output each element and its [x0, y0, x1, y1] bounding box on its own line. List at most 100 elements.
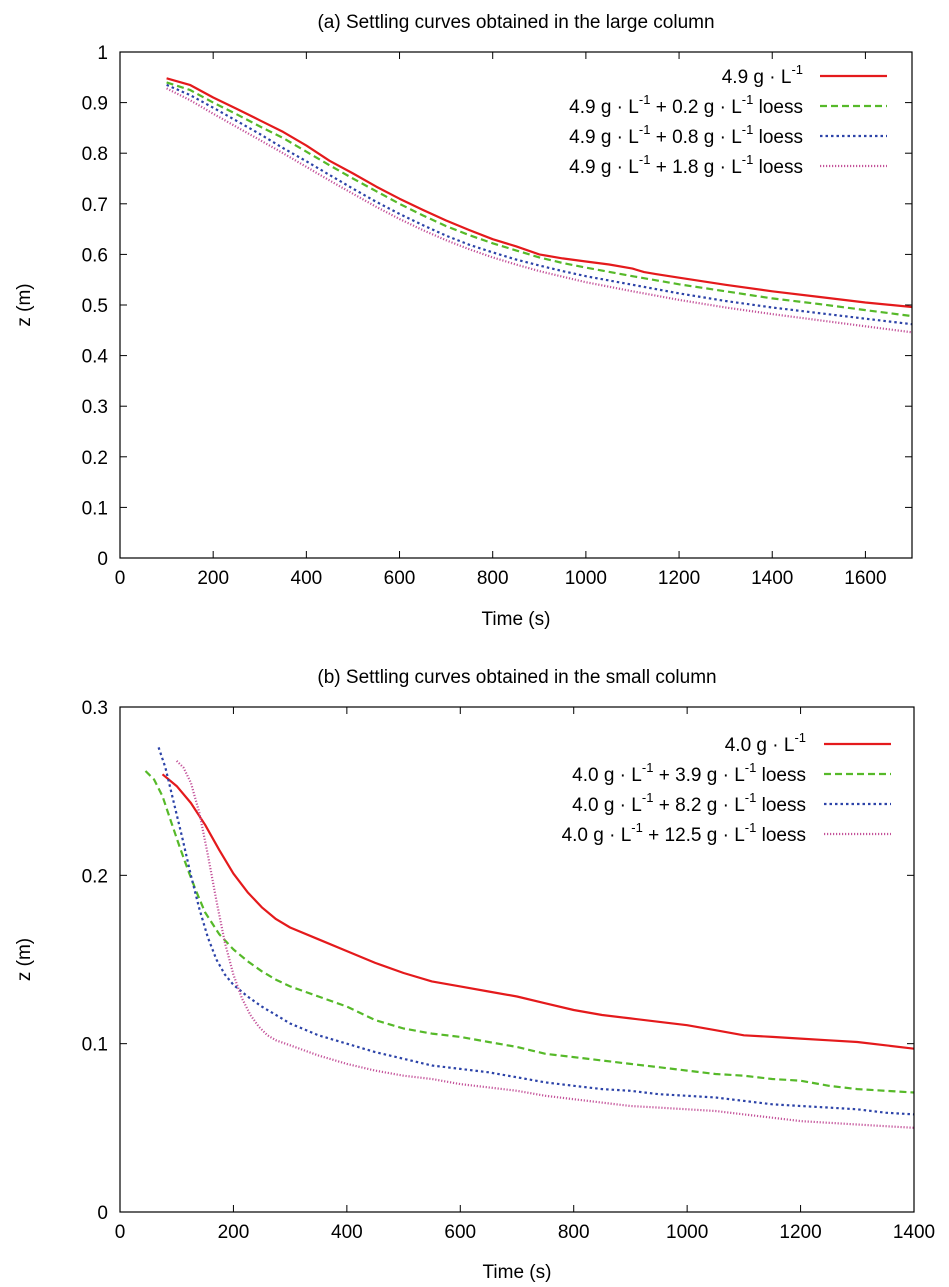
chart-small-column: (b) Settling curves obtained in the smal… [14, 667, 935, 1283]
y-tick-label: 0.7 [82, 195, 108, 216]
series-line-4 [166, 87, 912, 334]
legend-entry-3: 4.0 g · L-1 + 8.2 g · L-1 loess [572, 790, 891, 816]
x-tick-label: 1600 [844, 568, 886, 589]
legend-text-part: + 0.2 g · L [650, 97, 741, 118]
legend-text-part: + 8.2 g · L [653, 795, 744, 816]
legend-entry-1: 4.9 g · L-1 [722, 62, 887, 88]
legend-label: 4.9 g · L-1 [722, 62, 803, 88]
legend-text-part: 4.0 g · L [562, 825, 632, 846]
legend-label: 4.0 g · L-1 + 12.5 g · L-1 loess [562, 820, 806, 846]
legend-superscript: -1 [639, 92, 651, 107]
x-tick-label: 600 [444, 1222, 476, 1243]
legend-text-part: + 0.8 g · L [650, 127, 741, 148]
legend-entry-2: 4.9 g · L-1 + 0.2 g · L-1 loess [569, 92, 887, 118]
legend-entry-2: 4.0 g · L-1 + 3.9 g · L-1 loess [572, 760, 891, 786]
plot-frame [119, 51, 913, 559]
y-tick-label: 0.2 [82, 866, 108, 887]
y-tick-label: 0.2 [82, 448, 108, 469]
legend-text-part: + 12.5 g · L [643, 825, 745, 846]
y-tick-label: 0.3 [82, 397, 108, 418]
x-tick-label: 600 [384, 568, 416, 589]
y-tick-label: 0.8 [82, 144, 108, 165]
x-tick-label: 0 [115, 568, 126, 589]
x-tick-label: 200 [197, 568, 229, 589]
series-line-1 [161, 773, 914, 1050]
legend-label: 4.9 g · L-1 + 1.8 g · L-1 loess [569, 152, 803, 178]
series-line-3 [157, 747, 914, 1116]
legend-text-part: + 1.8 g · L [650, 157, 741, 178]
legend-entry-4: 4.0 g · L-1 + 12.5 g · L-1 loess [562, 820, 891, 846]
x-axis-label: Time (s) [482, 609, 551, 630]
legend-text-part: 4.9 g · L [569, 127, 639, 148]
legend-text-part: 4.9 g · L [722, 67, 792, 88]
legend-text-part: 4.0 g · L [572, 795, 642, 816]
series-line-4 [175, 760, 914, 1129]
legend-text-part: 4.0 g · L [572, 765, 642, 786]
plot-area [166, 77, 912, 334]
x-tick-label: 800 [477, 568, 509, 589]
legend-superscript: -1 [745, 760, 757, 775]
legend-text-part: loess [753, 97, 803, 118]
legend: 4.0 g · L-14.0 g · L-1 + 3.9 g · L-1 loe… [562, 730, 891, 846]
legend-superscript: -1 [791, 62, 803, 77]
legend-label: 4.9 g · L-1 + 0.8 g · L-1 loess [569, 122, 803, 148]
legend-text-part: loess [756, 825, 806, 846]
plot-frame [119, 706, 915, 1213]
legend-label: 4.0 g · L-1 + 8.2 g · L-1 loess [572, 790, 806, 816]
plot-area [144, 747, 914, 1129]
legend-text-part: loess [756, 795, 806, 816]
legend-text-part: 4.9 g · L [569, 157, 639, 178]
x-tick-label: 1000 [666, 1222, 708, 1243]
x-tick-label: 400 [331, 1222, 363, 1243]
legend-text-part: loess [753, 127, 803, 148]
legend-superscript: -1 [745, 790, 757, 805]
legend-superscript: -1 [742, 152, 754, 167]
legend-label: 4.0 g · L-1 + 3.9 g · L-1 loess [572, 760, 806, 786]
chart-title: (b) Settling curves obtained in the smal… [317, 667, 716, 688]
series-line-1 [166, 77, 912, 309]
y-axis-label: z (m) [14, 938, 35, 981]
legend-label: 4.9 g · L-1 + 0.2 g · L-1 loess [569, 92, 803, 118]
legend-superscript: -1 [639, 152, 651, 167]
x-tick-label: 1200 [658, 568, 700, 589]
legend-text-part: 4.9 g · L [569, 97, 639, 118]
y-tick-label: 0.9 [82, 94, 108, 115]
y-tick-label: 0.6 [82, 245, 108, 266]
x-tick-label: 800 [558, 1222, 590, 1243]
legend-text-part: 4.0 g · L [725, 735, 795, 756]
y-tick-label: 0 [97, 549, 108, 570]
x-tick-label: 1200 [779, 1222, 821, 1243]
series-line-3 [166, 83, 912, 326]
series-line-2 [144, 770, 914, 1094]
y-tick-label: 0.5 [82, 296, 108, 317]
chart-large-column: (a) Settling curves obtained in the larg… [14, 12, 913, 630]
legend-text-part: loess [753, 157, 803, 178]
legend-superscript: -1 [639, 122, 651, 137]
chart-title: (a) Settling curves obtained in the larg… [317, 12, 714, 33]
legend-superscript: -1 [794, 730, 806, 745]
legend-label: 4.0 g · L-1 [725, 730, 806, 756]
y-tick-label: 0 [97, 1203, 108, 1224]
legend: 4.9 g · L-14.9 g · L-1 + 0.2 g · L-1 loe… [569, 62, 887, 178]
x-tick-label: 1400 [893, 1222, 935, 1243]
x-tick-label: 200 [218, 1222, 250, 1243]
y-axis-label: z (m) [14, 283, 35, 326]
x-tick-label: 1000 [565, 568, 607, 589]
legend-superscript: -1 [642, 760, 654, 775]
legend-text-part: + 3.9 g · L [653, 765, 744, 786]
legend-entry-3: 4.9 g · L-1 + 0.8 g · L-1 loess [569, 122, 887, 148]
legend-text-part: loess [756, 765, 806, 786]
x-tick-label: 400 [291, 568, 323, 589]
y-tick-label: 0.1 [82, 1035, 108, 1056]
y-tick-label: 0.4 [82, 347, 109, 368]
legend-superscript: -1 [742, 122, 754, 137]
legend-superscript: -1 [642, 790, 654, 805]
legend-superscript: -1 [631, 820, 643, 835]
y-tick-label: 0.3 [82, 698, 108, 719]
x-axis-label: Time (s) [483, 1262, 552, 1283]
y-tick-label: 0.1 [82, 498, 108, 519]
x-tick-label: 1400 [751, 568, 793, 589]
x-tick-label: 0 [115, 1222, 126, 1243]
legend-entry-1: 4.0 g · L-1 [725, 730, 891, 756]
